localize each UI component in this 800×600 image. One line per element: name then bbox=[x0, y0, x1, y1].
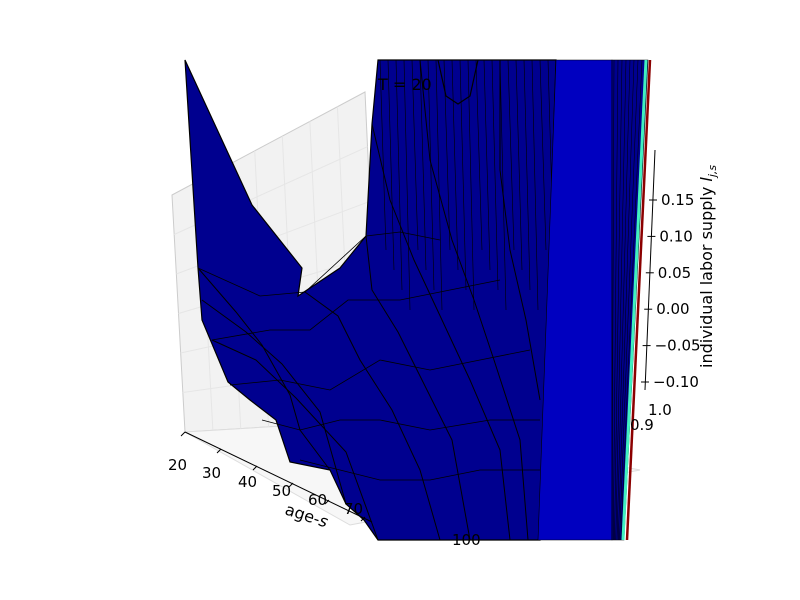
y-tick-label-1: 1.0 bbox=[648, 401, 672, 419]
z-tick-label: 0.10 bbox=[659, 227, 692, 245]
x-tick-mark bbox=[180, 431, 186, 437]
x-ticks: 20 30 40 50 60 70 100 bbox=[168, 431, 481, 549]
x-tick-label: 100 bbox=[452, 531, 481, 549]
surface-band-line bbox=[619, 59, 639, 541]
surface-mesh-line bbox=[387, 59, 395, 271]
surface-band-line bbox=[615, 59, 627, 541]
surface-mesh-line bbox=[201, 299, 347, 505]
surface-mesh-line bbox=[197, 231, 441, 297]
surface-mesh-line bbox=[491, 59, 499, 291]
x-tick-mark bbox=[252, 465, 258, 471]
surface-band-line bbox=[611, 59, 615, 541]
surface-mesh-line bbox=[467, 59, 475, 311]
surface-edge-bands bbox=[537, 59, 652, 541]
surface-mesh-line bbox=[211, 339, 379, 541]
plot-title: T = 20 bbox=[377, 75, 432, 94]
surface-mesh-line bbox=[499, 60, 541, 401]
z-tick-label: 0.00 bbox=[656, 300, 689, 318]
surface-mesh-line bbox=[507, 59, 515, 251]
surface-mesh-line bbox=[379, 59, 387, 251]
surface-mesh-line bbox=[261, 419, 540, 431]
z-tick-label: 0.05 bbox=[658, 264, 691, 282]
surface-mesh-line bbox=[411, 59, 419, 251]
x-tick-label: 70 bbox=[344, 500, 363, 518]
x-tick-label: 50 bbox=[272, 482, 291, 500]
surface-mesh-line bbox=[515, 59, 523, 271]
surface-band-line bbox=[616, 59, 631, 541]
z-tick-label: −0.10 bbox=[653, 373, 699, 391]
surface-mesh-line bbox=[395, 59, 403, 291]
surface-mesh-line bbox=[459, 59, 467, 291]
surface-mesh-line bbox=[197, 267, 331, 471]
surface-band-line bbox=[614, 59, 623, 541]
x-tick-label: 30 bbox=[202, 464, 221, 482]
z-axis: 0.15 0.10 0.05 0.00 −0.05 −0.10 individual la… bbox=[641, 149, 719, 391]
surface-mesh-line bbox=[539, 59, 547, 251]
x-tick-label: 20 bbox=[168, 456, 187, 474]
surface-mesh-line bbox=[371, 123, 511, 541]
surface-mesh-line bbox=[403, 59, 411, 311]
surface-mesh-line bbox=[531, 59, 539, 311]
surface-mesh-line bbox=[229, 349, 531, 391]
surface-mesh-line bbox=[435, 59, 443, 311]
accent-line-cyan bbox=[621, 59, 648, 541]
x-tick-label: 40 bbox=[238, 473, 257, 491]
x-tick-mark bbox=[324, 499, 330, 505]
surface-mesh-line bbox=[299, 459, 540, 481]
z-axis-line bbox=[644, 149, 656, 391]
x-tick-mark bbox=[360, 516, 366, 522]
surface-mesh-line bbox=[499, 59, 507, 311]
surface-mesh-line bbox=[475, 59, 483, 251]
x-axis-line bbox=[184, 431, 373, 523]
surface-mesh-line bbox=[427, 59, 435, 291]
y-axis: 1.0 0.9 bbox=[630, 401, 672, 434]
z-ticks: 0.15 0.10 0.05 0.00 −0.05 −0.10 bbox=[641, 191, 701, 391]
surface-mesh-line bbox=[365, 235, 471, 541]
surface-mesh-line bbox=[211, 279, 501, 341]
surface-band-line bbox=[620, 59, 643, 541]
accent-line-red bbox=[625, 59, 652, 541]
surface-mesh-line bbox=[419, 59, 427, 271]
surface-band-line bbox=[613, 59, 619, 541]
surface-mesh-line bbox=[523, 59, 531, 291]
z-axis-label: individual labor supply lj,s bbox=[697, 165, 719, 368]
x-tick-mark bbox=[288, 482, 294, 488]
surface-mesh-line bbox=[443, 59, 451, 251]
surface-mesh-line bbox=[451, 59, 459, 271]
z-tick-label: 0.15 bbox=[661, 191, 694, 209]
surface-mesh-line bbox=[483, 59, 491, 271]
y-tick-label-0: 0.9 bbox=[630, 416, 654, 434]
x-tick-label: 60 bbox=[308, 491, 327, 509]
surface-mesh bbox=[184, 59, 557, 541]
x-tick-mark bbox=[216, 448, 222, 454]
z-tick-label: −0.05 bbox=[655, 337, 701, 355]
surface-band-line bbox=[618, 59, 635, 541]
surface-band-lines bbox=[611, 59, 643, 541]
